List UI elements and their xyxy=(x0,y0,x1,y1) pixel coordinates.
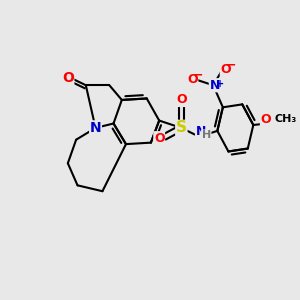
Text: −: − xyxy=(226,59,236,72)
Text: N: N xyxy=(196,125,206,138)
Text: O: O xyxy=(62,71,74,85)
Text: +: + xyxy=(216,79,224,89)
Text: O: O xyxy=(260,112,271,126)
Text: O: O xyxy=(154,132,164,145)
Text: O: O xyxy=(176,93,187,106)
Text: O: O xyxy=(220,62,231,76)
Text: N: N xyxy=(90,121,101,135)
Text: −: − xyxy=(193,69,203,82)
Text: H: H xyxy=(202,130,211,140)
Text: N: N xyxy=(209,79,220,92)
Text: O: O xyxy=(187,73,198,86)
Text: CH₃: CH₃ xyxy=(274,114,296,124)
Text: S: S xyxy=(176,120,187,135)
